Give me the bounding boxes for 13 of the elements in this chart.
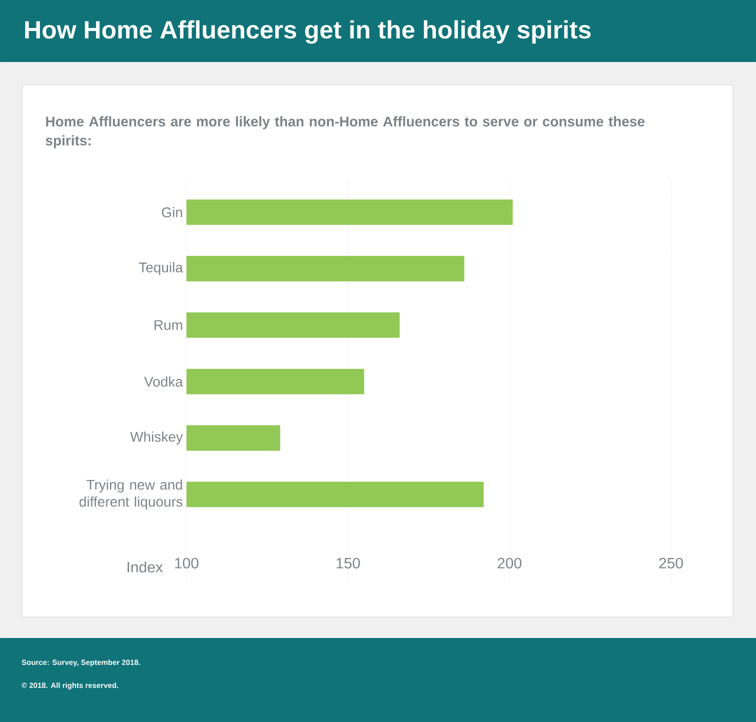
x-tick-label: 100	[175, 558, 198, 568]
x-tick-label: 250	[659, 558, 683, 568]
x-tick-label: 200	[498, 558, 522, 568]
y-tick-label: Vodka	[144, 376, 183, 387]
y-tick-label: Rum	[154, 320, 182, 330]
x-tick-label: 150	[336, 558, 360, 568]
y-tick-label: Tequila	[138, 262, 183, 276]
y-tick-label: Whiskey	[130, 431, 183, 445]
chart-subtitle: Home Affluencers are more likely than non-Home Affluencers to serve or consume these spirits:	[46, 116, 644, 148]
x-axis-title: Index	[128, 561, 163, 572]
y-tick-label: Trying new and different liquours	[80, 479, 182, 510]
y-tick-label: Gin	[162, 207, 182, 218]
chart-title: How Home Affluencers get in the holiday spirits	[25, 20, 591, 44]
